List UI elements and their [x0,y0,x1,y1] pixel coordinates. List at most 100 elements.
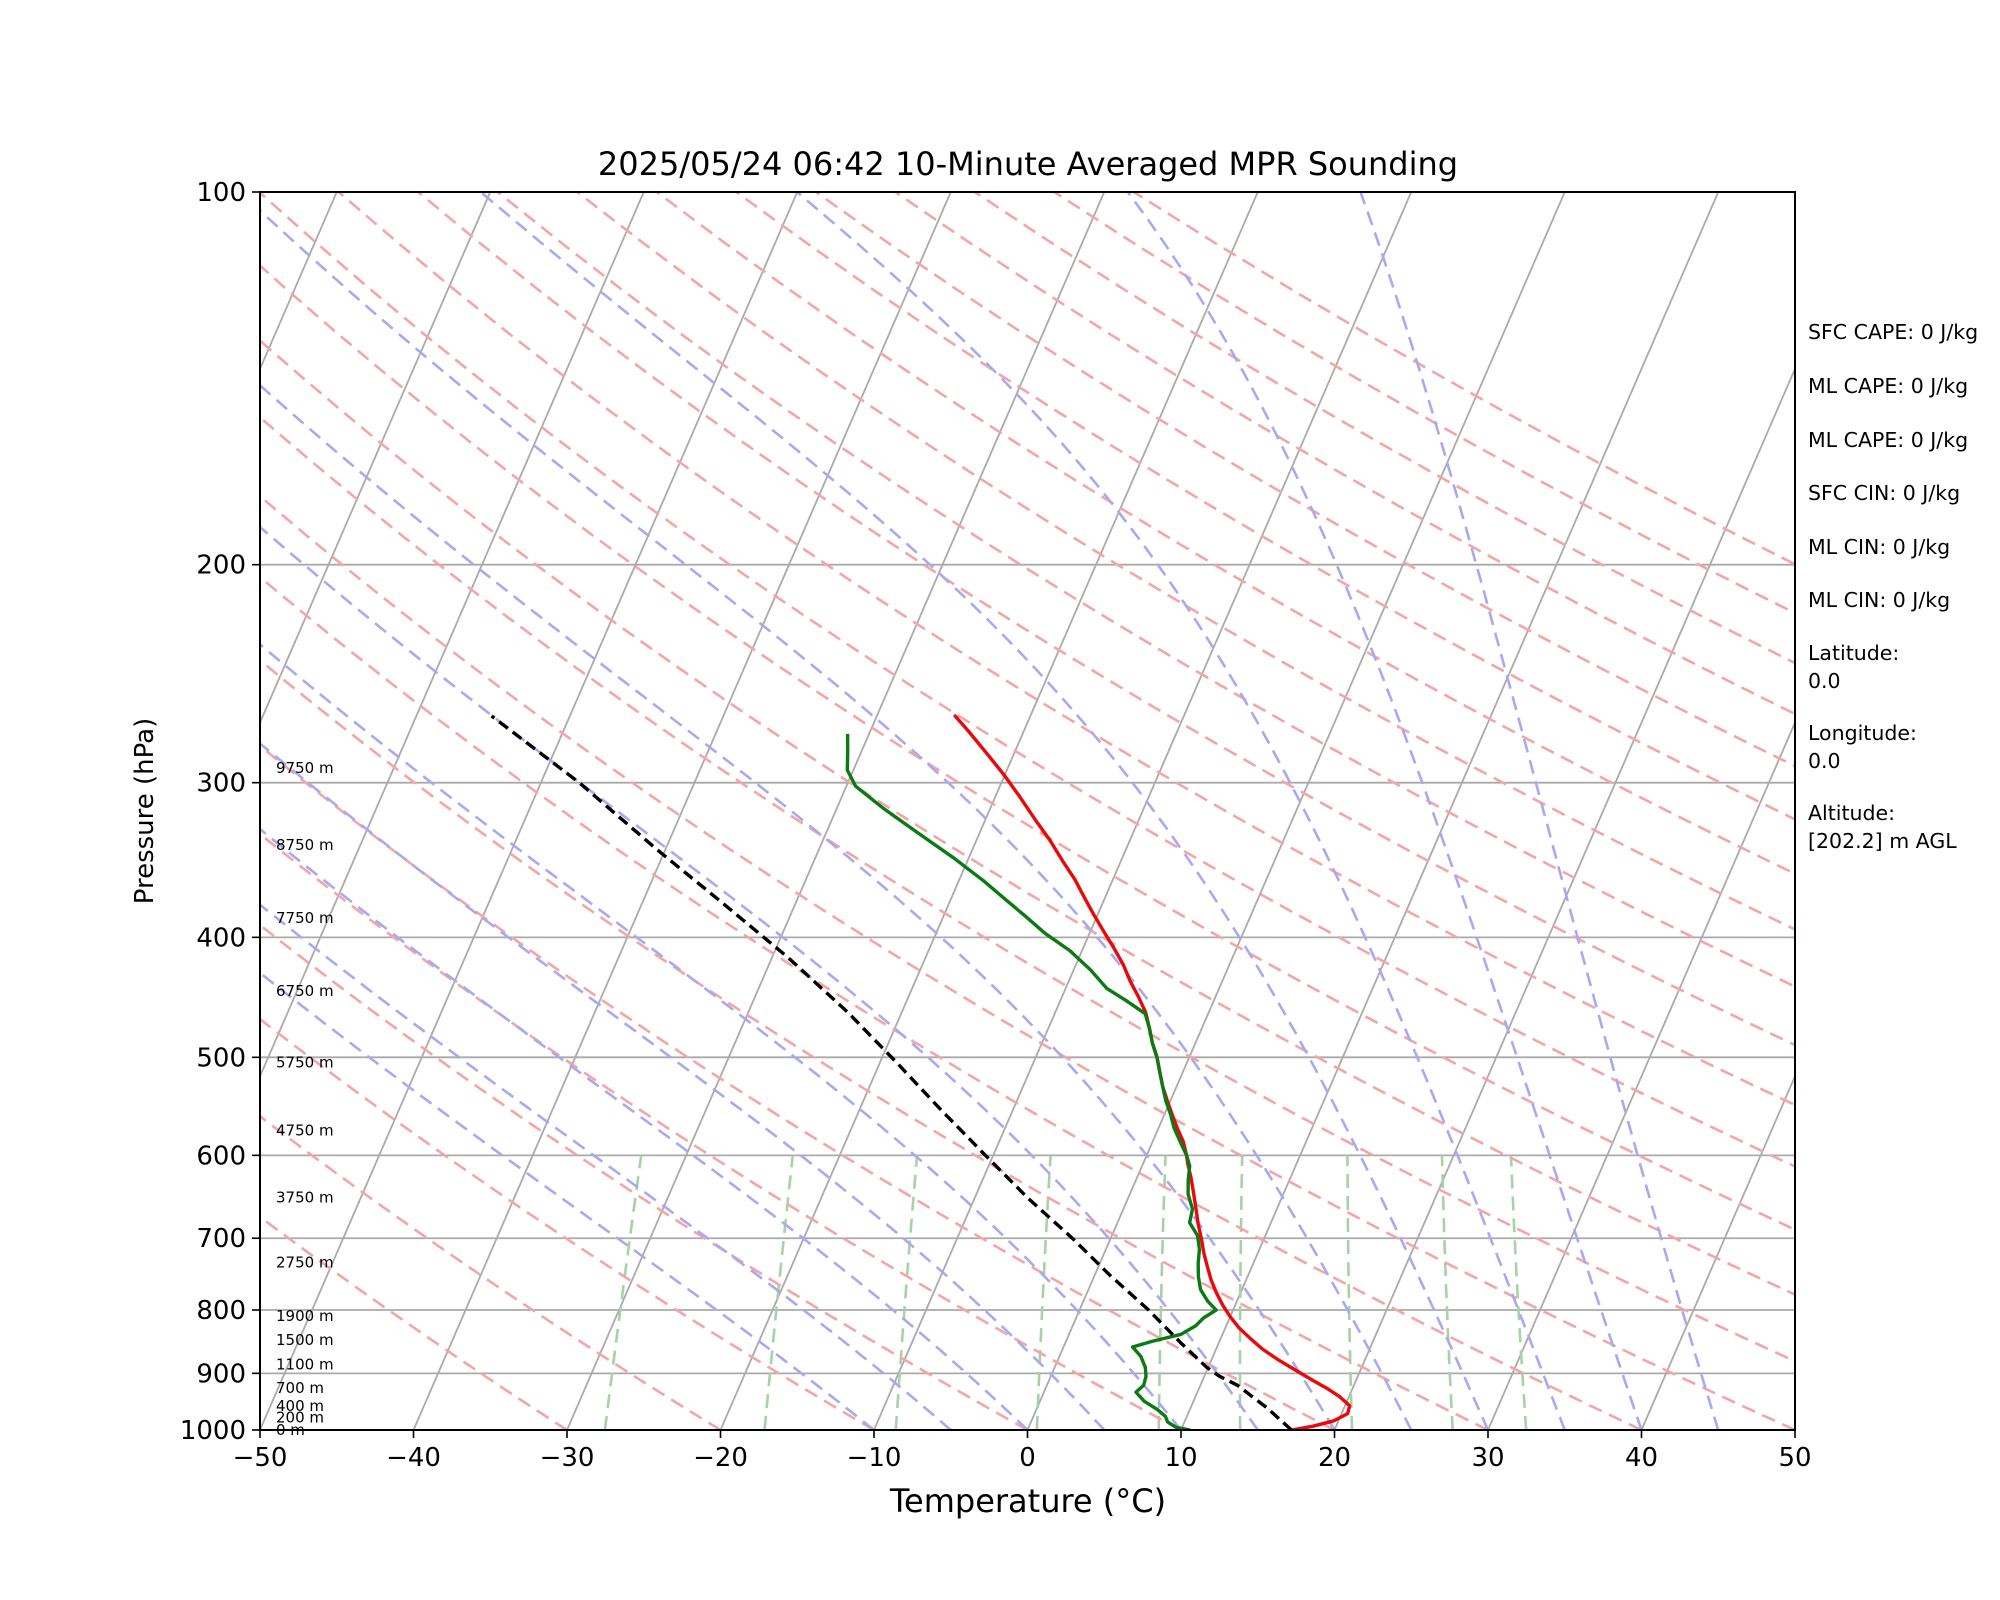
dewpoint-line [845,733,1218,1430]
dry-adiabat-lines [260,192,1795,1430]
mixing-ratio-32 [1509,1155,1528,1430]
mixing-ratio-2 [894,1155,919,1430]
isotherm-0 [1026,192,1566,1430]
y-tick-label: 400 [196,923,246,953]
dry-adiabat-100 [337,192,1795,1107]
x-tick-label: 10 [1164,1443,1197,1473]
dry-adiabat-40 [260,575,1643,1430]
y-tick-label: 1000 [180,1416,246,1446]
dry-adiabat--30 [260,1215,568,1430]
moist-adiabat--5 [260,903,952,1430]
dry-adiabat-20 [260,744,1336,1430]
x-tick-label: 20 [1318,1443,1351,1473]
height-label: 5750 m [276,1054,334,1072]
y-tick-label: 700 [196,1224,246,1254]
dry-adiabat-90 [260,192,1795,1168]
y-tick-label: 800 [196,1296,246,1326]
x-axis-label: Temperature (°C) [889,1482,1166,1520]
x-tick-label: 30 [1471,1443,1504,1473]
altitude-value: [202.2] m AGL [1808,829,1957,853]
dry-adiabat-50 [260,494,1795,1430]
x-tick-label: −40 [386,1443,441,1473]
height-label: 1100 m [276,1355,334,1373]
chart-title: 2025/05/24 06:42 10-Minute Averaged MPR … [598,145,1458,183]
dry-adiabat-10 [260,832,1182,1430]
height-label: 200 m [276,1408,324,1426]
moist-adiabat-10 [260,642,1183,1430]
parcel-line [490,714,1293,1430]
longitude-value: 0.0 [1808,749,1841,773]
dry-adiabat-110 [417,192,1795,1047]
isotherm--30 [566,192,1106,1430]
moist-adiabat-15 [260,525,1259,1430]
dry-adiabat-140 [656,192,1795,876]
mixing-ratio-1 [763,1155,795,1430]
sfc-cin-text: SFC CIN: 0 J/kg [1808,481,1960,505]
isotherm-20 [1333,366,1795,1430]
mixing-ratio-7 [1157,1155,1167,1430]
ml-cape-text: ML CAPE: 0 J/kg [1808,374,1968,398]
sounding-series [490,714,1352,1430]
dry-adiabat-30 [260,658,1489,1430]
moist-adiabat-5 [260,741,1106,1430]
isotherm--80 [260,192,338,372]
moist-adiabat-45 [1359,192,1720,1430]
isotherm--60 [260,192,645,1079]
latitude-label: Latitude: [1808,641,1899,665]
height-label: 7750 m [276,909,334,927]
mixing-ratio-10 [1238,1155,1244,1430]
dry-adiabat-80 [260,263,1795,1232]
latitude-value: 0.0 [1808,669,1841,693]
moist-adiabat-25 [260,208,1413,1430]
mixing-ratio-0.4 [603,1155,643,1430]
height-label: 9750 m [276,759,334,777]
sfc-cape-text: SFC CAPE: 0 J/kg [1808,320,1978,344]
isotherm--40 [412,192,952,1430]
isotherm--20 [719,192,1259,1430]
isotherm-40 [1640,1074,1795,1430]
height-label: 8750 m [276,836,334,854]
isotherm-30 [1487,720,1795,1430]
isotherm--10 [873,192,1413,1430]
moist-adiabat-lines [260,192,1720,1430]
ml-cape-text-2: ML CAPE: 0 J/kg [1808,428,1968,452]
y-tick-label: 500 [196,1043,246,1073]
isotherm--70 [260,192,492,725]
moist-adiabat-40 [1126,192,1643,1430]
altitude-label: Altitude: [1808,801,1895,825]
ml-cin-text: ML CIN: 0 J/kg [1808,535,1950,559]
isotherm-10 [1180,192,1720,1430]
height-label: 400 m [276,1397,324,1415]
y-axis-ticks: 1000 900 800 700 600 500 400 300 200 100 [180,178,260,1446]
moist-adiabat-0 [260,827,1029,1430]
y-tick-label: 300 [196,769,246,799]
ml-cin-text-2: ML CIN: 0 J/kg [1808,588,1950,612]
plot-area [260,192,1795,1430]
dry-adiabat-120 [496,192,1795,988]
moist-adiabat--10 [260,971,875,1430]
dry-adiabat--20 [260,1114,722,1430]
temperature-line [953,714,1352,1430]
isotherm-gridlines [260,192,1795,1430]
height-label: 6750 m [276,982,334,1000]
mixing-ratio-4 [1035,1155,1052,1430]
mixing-ratio-24 [1440,1155,1454,1430]
y-axis-label: Pressure (hPa) [130,718,160,905]
height-label: 2750 m [276,1253,334,1271]
x-tick-label: 40 [1625,1443,1658,1473]
x-tick-label: −30 [540,1443,595,1473]
height-label: 1500 m [276,1331,334,1349]
y-tick-label: 200 [196,551,246,581]
height-label: 3750 m [276,1189,334,1207]
height-label: 700 m [276,1379,324,1397]
longitude-label: Longitude: [1808,721,1917,745]
dry-adiabat-130 [576,192,1795,931]
y-tick-label: 600 [196,1141,246,1171]
x-tick-label: 0 [1019,1443,1036,1473]
y-tick-label: 100 [196,178,246,208]
x-tick-label: 50 [1778,1443,1811,1473]
x-tick-label: −10 [847,1443,902,1473]
sounding-parameters: SFC CAPE: 0 J/kg ML CAPE: 0 J/kg ML CAPE… [1808,320,1978,853]
